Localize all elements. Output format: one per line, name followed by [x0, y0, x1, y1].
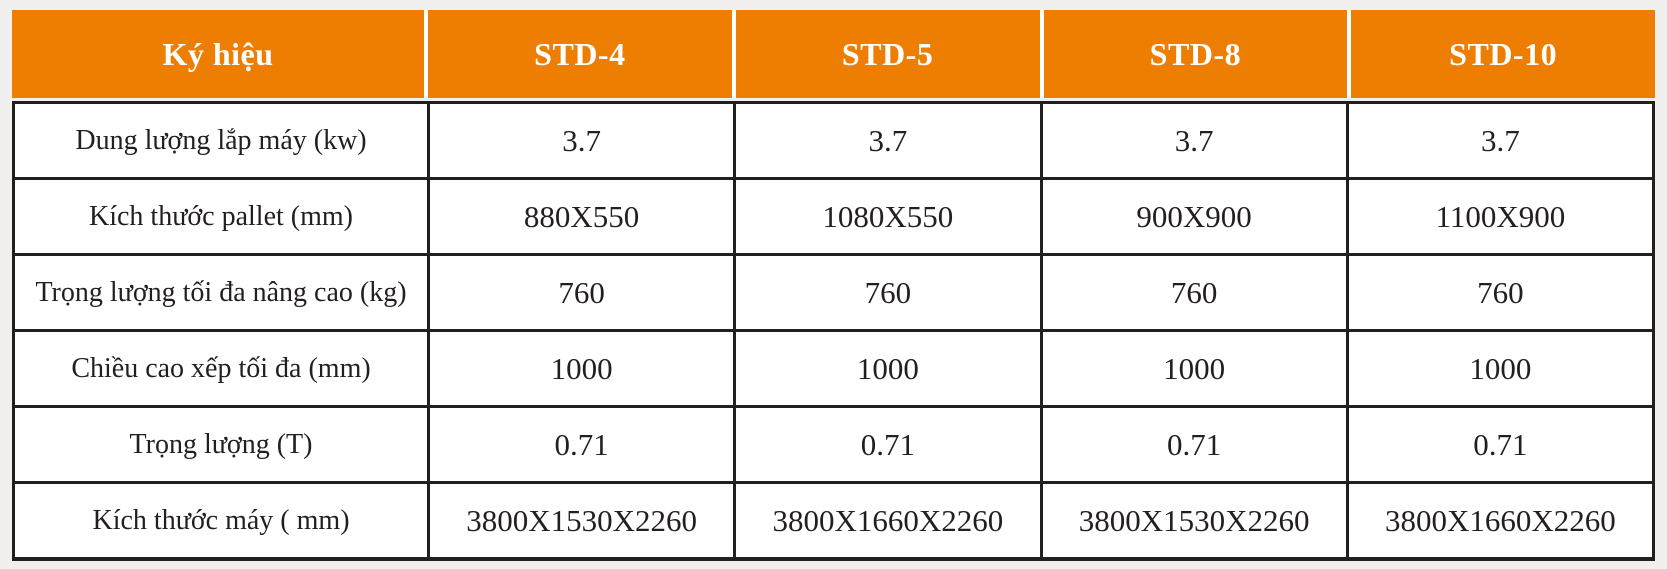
value-cell: 3800X1530X2260 — [1039, 484, 1346, 557]
row-label: Kích thước máy ( mm) — [92, 504, 350, 536]
value-cell: 0.71 — [733, 408, 1039, 481]
table-row: Chiều cao xếp tối đa (mm) 1000 1000 1000 100… — [15, 329, 1652, 405]
value-cell: 1000 — [733, 332, 1039, 405]
value-cell: 760 — [1345, 256, 1652, 329]
table-row: Trọng lượng (T) 0.71 0.71 0.71 0.71 — [15, 405, 1652, 481]
value-cell: 760 — [733, 256, 1039, 329]
table-row: Kích thước máy ( mm) 3800X1530X2260 3800X1… — [15, 481, 1652, 557]
value-cell: 760 — [427, 256, 733, 329]
row-label: Kích thước pallet (mm) — [88, 200, 354, 232]
table-header-row: Ký hiệu STD-4 STD-5 STD-8 STD-10 — [12, 10, 1655, 98]
table-body: Dung lượng lắp máy (kw) 3.7 3.7 3.7 3.7 Kích … — [12, 101, 1655, 561]
value-cell: 1080X550 — [733, 180, 1039, 253]
value-cell: 3800X1660X2260 — [1345, 484, 1652, 557]
specification-table: Ký hiệu STD-4 STD-5 STD-8 STD-10 Dung lượng… — [12, 10, 1655, 561]
value-cell: 3.7 — [427, 104, 733, 177]
value-cell: 880X550 — [427, 180, 733, 253]
value-cell: 3800X1530X2260 — [427, 484, 733, 557]
row-label: Trọng lượng (T) — [129, 428, 313, 460]
header-cell-model: STD-5 — [731, 10, 1040, 98]
value-cell: 0.71 — [427, 408, 733, 481]
row-label: Trọng lượng tối đa nâng cao (kg) — [35, 276, 407, 308]
value-cell: 1000 — [427, 332, 733, 405]
header-cell-model: STD-10 — [1347, 10, 1655, 98]
header-cell-model: STD-8 — [1039, 10, 1348, 98]
value-cell: 1100X900 — [1345, 180, 1652, 253]
value-cell: 3.7 — [1345, 104, 1652, 177]
value-cell: 1000 — [1345, 332, 1652, 405]
row-label: Chiều cao xếp tối đa (mm) — [71, 352, 371, 384]
table-row: Dung lượng lắp máy (kw) 3.7 3.7 3.7 3.7 — [15, 104, 1652, 177]
value-cell: 1000 — [1039, 332, 1346, 405]
table-row: Trọng lượng tối đa nâng cao (kg) 760 760 76… — [15, 253, 1652, 329]
value-cell: 0.71 — [1345, 408, 1652, 481]
value-cell: 900X900 — [1039, 180, 1346, 253]
header-cell-symbol: Ký hiệu — [162, 35, 274, 72]
table-row: Kích thước pallet (mm) 880X550 1080X550 900… — [15, 177, 1652, 253]
value-cell: 0.71 — [1039, 408, 1346, 481]
value-cell: 3.7 — [1039, 104, 1346, 177]
row-label: Dung lượng lắp máy (kw) — [75, 124, 367, 156]
value-cell: 760 — [1039, 256, 1346, 329]
value-cell: 3800X1660X2260 — [733, 484, 1039, 557]
header-cell-model: STD-4 — [424, 10, 732, 98]
value-cell: 3.7 — [733, 104, 1039, 177]
